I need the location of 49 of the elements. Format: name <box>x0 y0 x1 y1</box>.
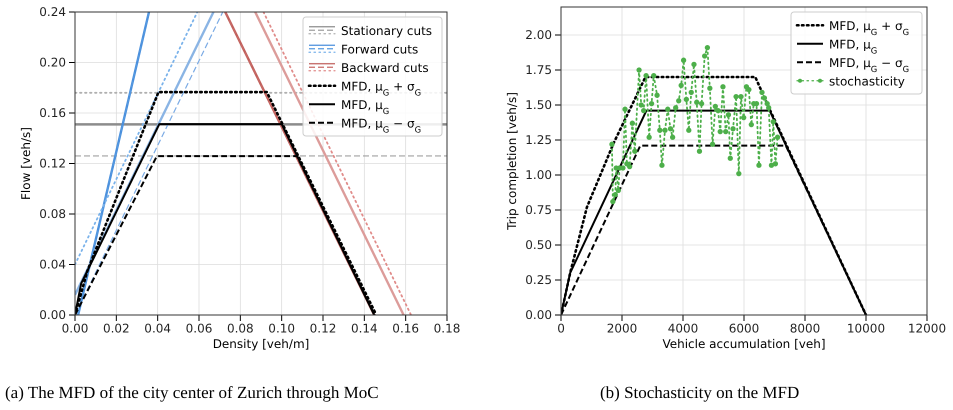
x-tick-label: 0.18 <box>434 322 460 336</box>
x-tick-label: 0.02 <box>102 322 130 336</box>
y-tick-label: 2.00 <box>525 28 552 42</box>
y-tick-label: 1.00 <box>525 168 552 182</box>
x-tick-label: 6000 <box>728 322 760 336</box>
x-tick-label: 8000 <box>790 322 820 336</box>
x-axis-title: Density [veh/m] <box>212 337 310 351</box>
x-tick-label: 0.12 <box>310 322 336 336</box>
legend-label: MFD, μ$_{G}$ + σ$_{G}$ <box>829 18 910 37</box>
y-tick-label: 0.75 <box>525 202 552 217</box>
y-tick-label: 0.00 <box>39 308 66 322</box>
y-tick-label: 0.08 <box>39 206 66 221</box>
y-tick-label: 0.00 <box>525 308 552 322</box>
y-axis-title: Trip completion [veh/s] <box>505 92 519 231</box>
x-tick-label: 0.14 <box>350 322 378 336</box>
y-tick-label: 1.50 <box>525 98 552 112</box>
x-tick-label: 12000 <box>908 322 946 336</box>
x-tick-label: 4000 <box>668 322 698 336</box>
x-tick-label: 0 <box>557 322 565 336</box>
legend-label: MFD, μ$_{G}$ − σ$_{G}$ <box>829 56 910 74</box>
x-tick-label: 0.08 <box>226 322 254 336</box>
y-tick-label: 0.12 <box>39 156 66 170</box>
x-tick-label: 0.10 <box>268 322 296 336</box>
y-tick-label: 0.24 <box>39 4 66 19</box>
x-tick-label: 0.04 <box>144 322 172 336</box>
text: (b) Stochasticity on the MFD <box>600 383 800 402</box>
legend-label: MFD, μ$_{G}$ <box>341 98 390 116</box>
x-tick-label: 10000 <box>846 322 886 336</box>
y-tick-label: 1.25 <box>525 132 552 147</box>
legend-label: Stationary cuts <box>341 24 432 38</box>
legend-label: MFD, μ$_{G}$ + σ$_{G}$ <box>341 79 422 98</box>
x-tick-label: 2000 <box>606 322 638 336</box>
legend-label: Forward cuts <box>341 42 418 56</box>
legend-label: stochasticity <box>829 74 905 88</box>
x-axis-title: Vehicle accumulation [veh] <box>662 337 826 351</box>
x-tick-label: 0.16 <box>392 322 420 336</box>
x-tick-label: 0.06 <box>186 322 212 336</box>
legend-label: MFD, μ$_{G}$ <box>829 37 878 56</box>
y-tick-label: 0.50 <box>525 238 552 252</box>
y-tick-label: 0.20 <box>39 55 66 70</box>
y-tick-label: 0.16 <box>39 106 66 120</box>
legend-label: MFD, μ$_{G}$ − σ$_{G}$ <box>341 116 422 134</box>
legend-label: Backward cuts <box>341 60 429 75</box>
y-axis-title: Flow [veh/s] <box>19 127 33 200</box>
y-tick-label: 0.25 <box>525 272 552 287</box>
text: (a) The MFD of the city center of Zurich through MoC <box>5 383 379 402</box>
y-tick-label: 1.75 <box>525 62 552 77</box>
y-tick-label: 0.04 <box>39 257 66 272</box>
x-tick-label: 0.00 <box>62 322 88 336</box>
